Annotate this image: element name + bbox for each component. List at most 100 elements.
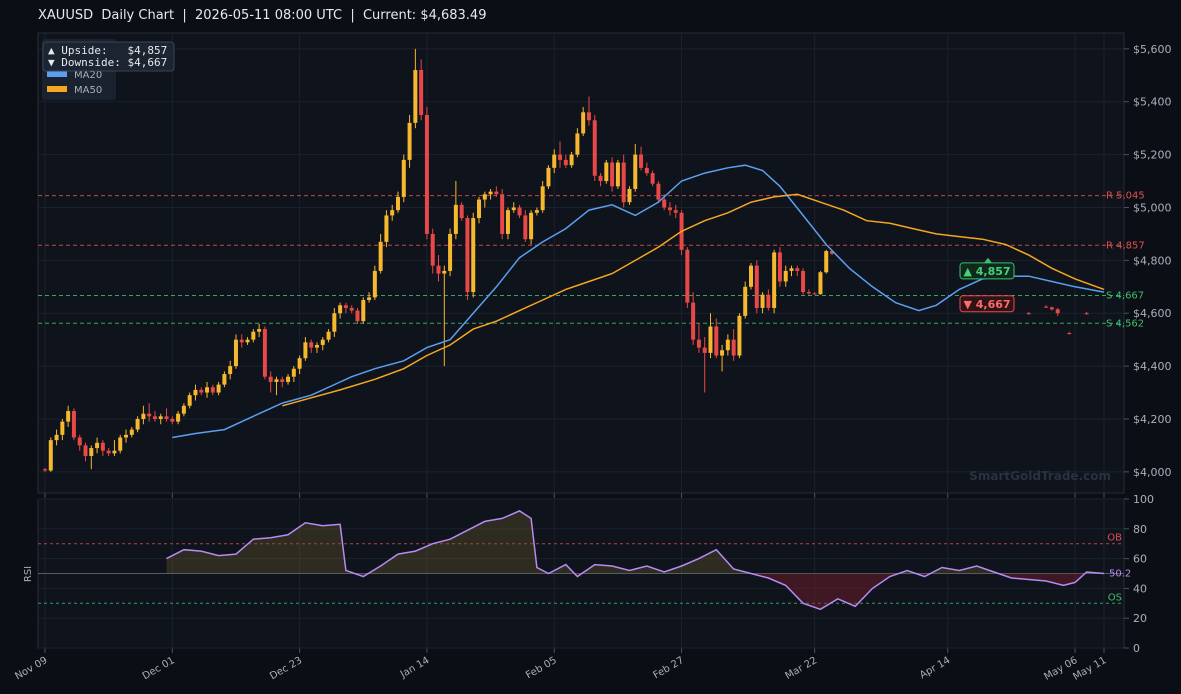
candle-body (604, 162, 609, 182)
candle-body (251, 331, 256, 340)
candle-body (66, 411, 71, 422)
candle-body (482, 194, 487, 200)
candle-body (523, 215, 528, 240)
price-tick-label: $5,200 (1133, 149, 1172, 162)
candle-body (1026, 313, 1031, 315)
candle-body (424, 114, 429, 234)
upside-badge-label: ▲ 4,857 (963, 265, 1010, 278)
candle-body (436, 265, 441, 274)
candle-body (673, 210, 678, 213)
upside-arrow-icon (984, 257, 992, 263)
candle-body (824, 251, 829, 273)
rsi-bull-fill (166, 510, 1104, 574)
candle-body (205, 387, 210, 393)
candle-body (199, 389, 204, 393)
candle-body (326, 331, 331, 340)
ma50-line (282, 193, 1105, 407)
rsi-tick-label: 40 (1133, 582, 1147, 595)
level-label: S 4,667 (1106, 291, 1144, 302)
candle-body (129, 429, 134, 435)
candle-body (43, 469, 47, 471)
candle-body (170, 418, 175, 422)
candle-body (274, 379, 279, 382)
candle-body (100, 442, 105, 451)
rsi-os-label: OS (1108, 592, 1122, 603)
candle-body (615, 162, 620, 187)
candle-body (517, 207, 522, 216)
price-tick-label: $4,800 (1133, 254, 1172, 267)
candle-body (228, 366, 233, 375)
candle-body (558, 154, 563, 160)
candle-body (338, 305, 343, 314)
candle-body (286, 376, 291, 382)
candle-body (563, 159, 568, 166)
candle-body (262, 329, 267, 377)
candle-body (702, 347, 707, 353)
candle-body (442, 270, 447, 274)
candle-body (48, 440, 53, 471)
candle-body (239, 339, 244, 343)
target-badges: ▲ 4,857 ▼ 4,667 (959, 257, 1015, 313)
candle-body (459, 204, 464, 219)
ma50-legend-label: MA50 (74, 85, 102, 96)
candle-body (818, 272, 823, 295)
candle-body (708, 326, 713, 353)
rsi-indicator: 0 20 40 60 80 100 OB OS 50.2 RSI (23, 493, 1154, 655)
candle-body (268, 376, 273, 382)
candle-body (465, 218, 470, 293)
candle-body (210, 387, 215, 393)
date-tick-label: Dec 23 (268, 655, 304, 682)
candle-body (1067, 333, 1072, 335)
candle-body (1044, 306, 1049, 308)
candle-body (488, 191, 493, 195)
candle-body (147, 413, 152, 417)
candle-body (830, 251, 835, 254)
candle-body (806, 292, 811, 294)
candle-body (95, 442, 100, 449)
candle-body (187, 395, 192, 406)
rsi-tick-label: 0 (1133, 642, 1140, 655)
downside-badge-label: ▼ 4,667 (963, 298, 1010, 311)
candle-body (1055, 309, 1060, 314)
candle-body (540, 186, 545, 211)
date-tick-label: May 11 (1071, 655, 1108, 683)
candle-body (257, 329, 262, 332)
candle-body (112, 450, 117, 454)
candle-body (448, 233, 453, 271)
candle-body (621, 162, 626, 203)
price-panel (37, 32, 1125, 494)
date-tick-label: Feb 27 (651, 655, 686, 681)
candle-body (662, 199, 667, 208)
support-resistance-levels: R 5,045 R 4,857 S 4,667 S 4,562 (38, 191, 1145, 329)
candle-body (783, 270, 788, 282)
candle-body (812, 293, 817, 295)
candle-body (245, 339, 250, 343)
candle-body (372, 270, 377, 298)
rsi-tick-label: 20 (1133, 612, 1147, 625)
candle-body (1084, 313, 1089, 315)
candle-body (667, 207, 672, 211)
candle-body (297, 358, 302, 369)
candle-body (280, 379, 285, 382)
candle-body (731, 339, 736, 356)
legend: MA20 MA50 ▲ Upside: $4,857 ▼ Downside: $… (42, 39, 175, 100)
downside-target-label: ▼ Downside: $4,667 (48, 56, 167, 69)
candle-body (592, 120, 597, 176)
candle-body (158, 416, 163, 419)
rsi-tick-label: 80 (1133, 523, 1147, 536)
candle-body (581, 112, 586, 134)
candle-body (222, 374, 227, 385)
candle-body (349, 307, 354, 311)
date-tick-label: Dec 01 (141, 655, 177, 682)
candle-body (216, 384, 221, 393)
candle-body (720, 350, 725, 356)
level-label: S 4,562 (1106, 318, 1144, 329)
candle-body (777, 252, 782, 282)
candle-body (71, 411, 76, 438)
candle-body (511, 207, 516, 211)
candle-body (413, 70, 418, 123)
candle-body (789, 268, 794, 271)
downside-badge (959, 295, 1015, 313)
date-tick-label: Apr 14 (918, 655, 952, 681)
price-tick-label: $4,400 (1133, 360, 1172, 373)
